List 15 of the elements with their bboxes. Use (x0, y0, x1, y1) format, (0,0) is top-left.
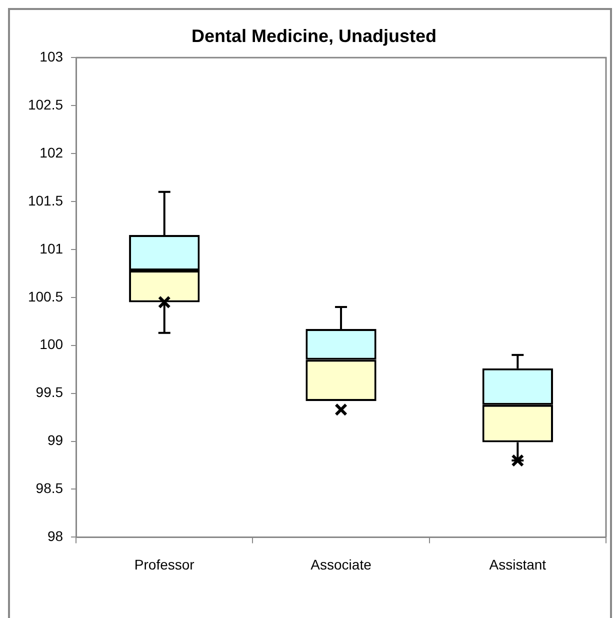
x-tick-label: Assistant (489, 556, 546, 572)
x-tick-label: Associate (310, 556, 372, 572)
y-tick-label: 101 (40, 240, 64, 256)
y-tick-label: 103 (40, 48, 64, 64)
y-tick-label: 100.5 (28, 288, 64, 304)
y-tick-label: 102.5 (28, 96, 64, 112)
y-tick-label: 102 (40, 144, 64, 160)
y-tick-label: 98 (47, 528, 64, 544)
y-tick-label: 99.5 (36, 384, 64, 400)
y-tick-label: 101.5 (28, 192, 64, 208)
y-tick-label: 99 (47, 432, 64, 448)
y-tick-label: 100 (40, 336, 64, 352)
x-tick-label: Professor (134, 556, 195, 572)
y-tick-label: 98.5 (36, 480, 64, 496)
chart-title: Dental Medicine, Unadjusted (191, 26, 437, 46)
